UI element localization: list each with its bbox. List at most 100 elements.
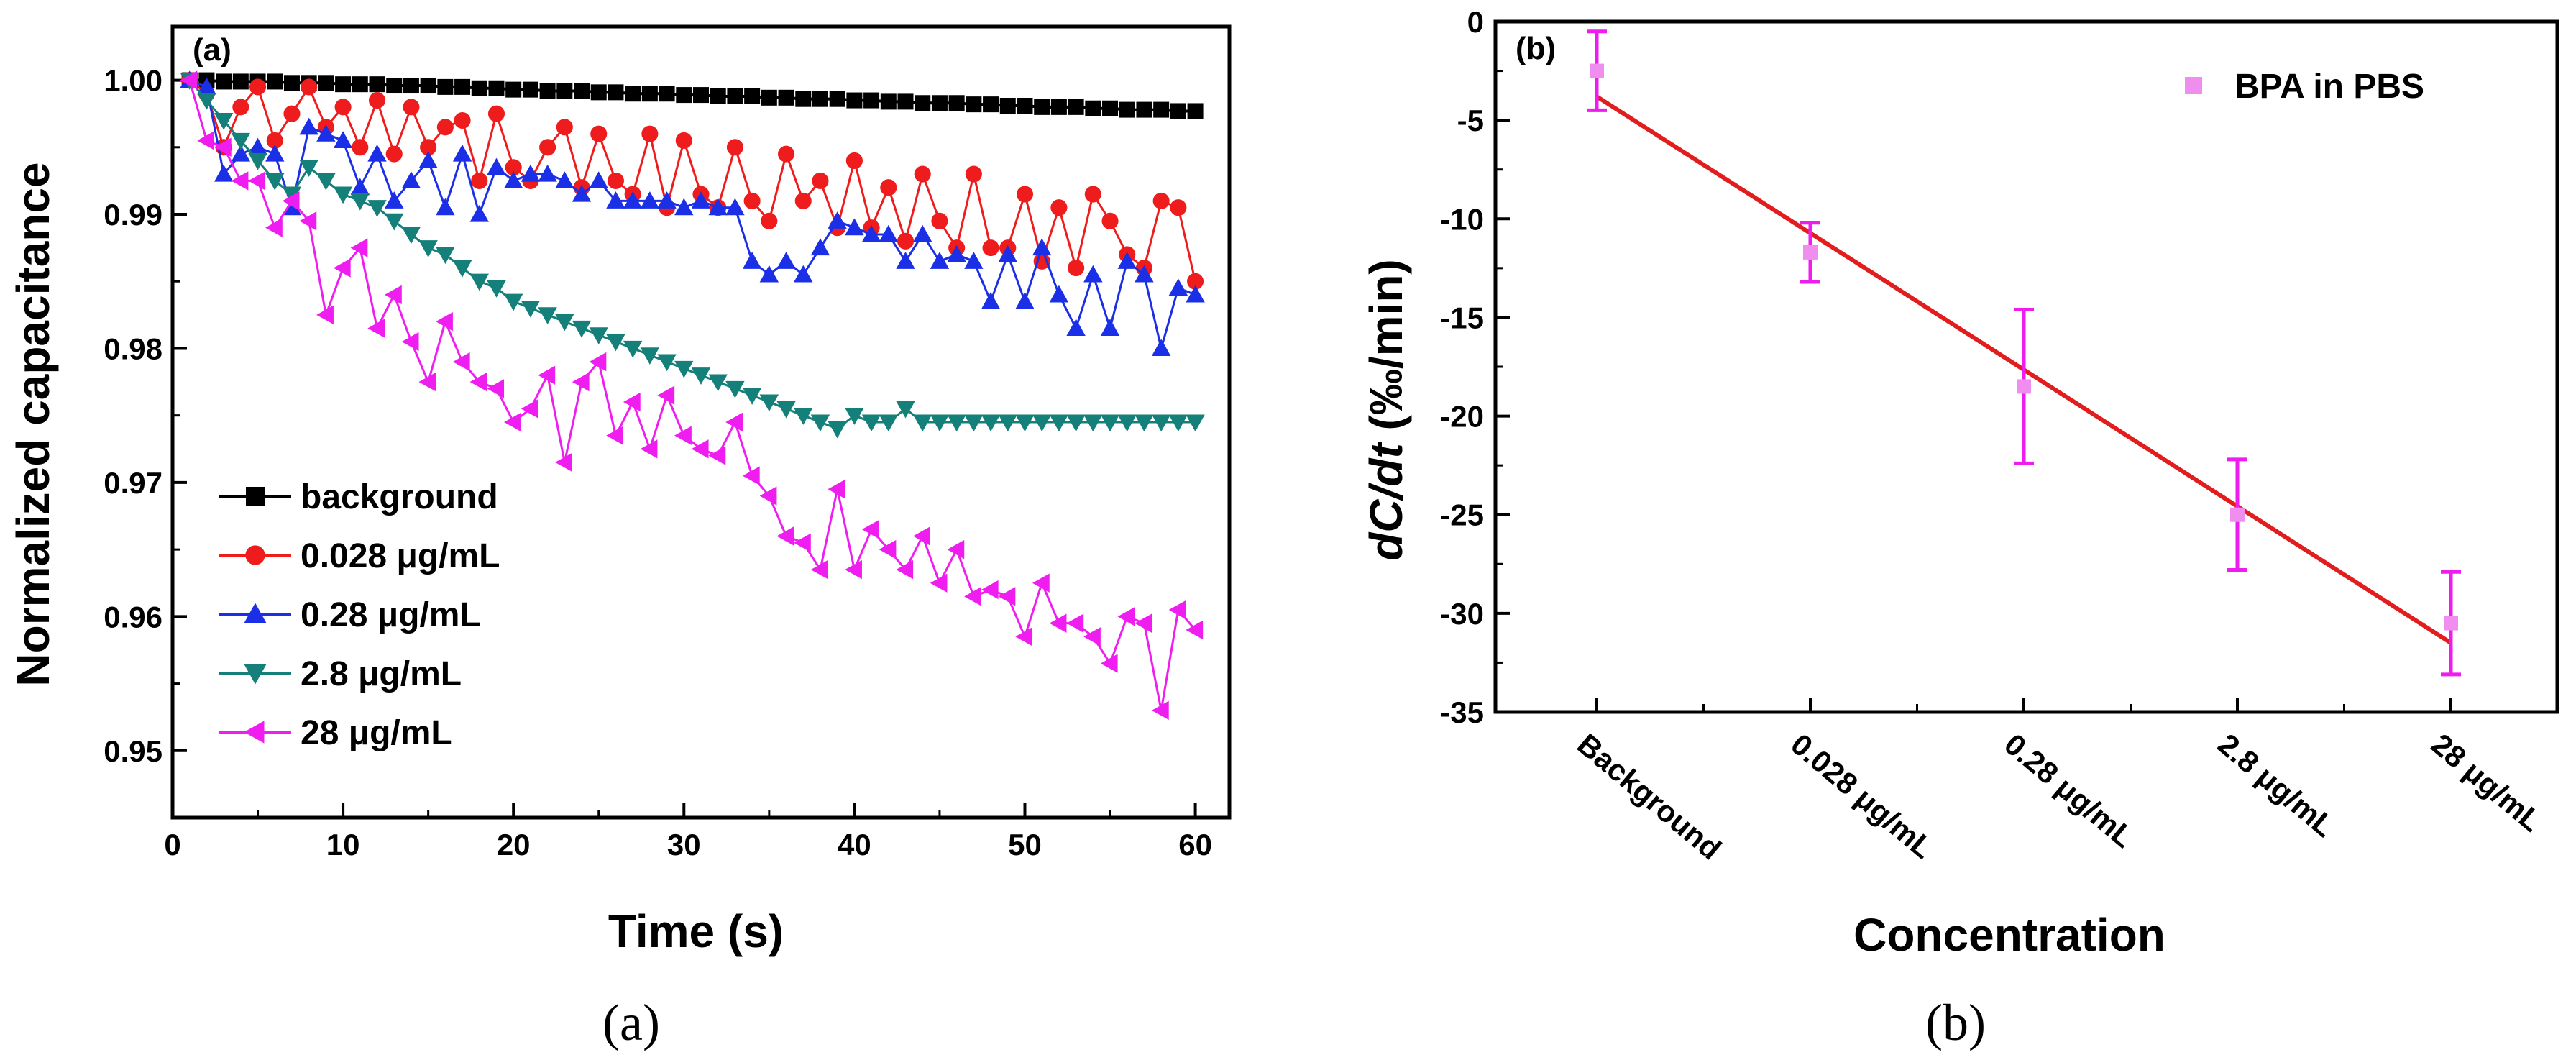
panel-a-data-point xyxy=(725,412,743,432)
panel-a-data-point xyxy=(846,92,863,109)
panel-a-data-point xyxy=(572,184,592,202)
panel-a-data-point xyxy=(539,139,556,156)
panel-a-data-point xyxy=(845,152,863,169)
panel-a-data-point xyxy=(981,580,999,600)
panel-a-data-point xyxy=(522,81,538,98)
panel-a-data-point xyxy=(437,78,454,95)
panel-a-data-point xyxy=(640,347,660,365)
panel-a-data-point xyxy=(964,252,984,269)
panel-a-y-tick-label: 0.99 xyxy=(104,198,162,232)
panel-a-data-point xyxy=(1049,613,1067,633)
panel-a-data-point xyxy=(829,91,845,107)
panel-a-data-point xyxy=(589,171,608,188)
panel-b-data-point xyxy=(2230,507,2245,522)
panel-a-data-point xyxy=(1117,252,1137,269)
panel-a-data-point xyxy=(1152,192,1170,209)
panel-a-data-point xyxy=(385,145,403,163)
panel-a-data-point xyxy=(1186,285,1205,303)
panel-a-data-point xyxy=(623,191,643,209)
panel-a-data-point xyxy=(1083,627,1101,646)
panel-a-legend-label: background xyxy=(301,478,498,516)
panel-a-data-point xyxy=(214,112,234,130)
panel-a-data-point xyxy=(1050,99,1067,115)
panel-a-data-point xyxy=(930,414,950,432)
panel-a-data-point xyxy=(625,86,641,102)
panel-a-data-point xyxy=(589,327,608,345)
panel-b-y-ticks: 0 -5 -10 -15 -20 -25 -30 -35 xyxy=(1440,5,1510,729)
panel-a-data-point xyxy=(675,132,692,150)
panel-a-data-point xyxy=(1168,278,1188,296)
panel-a-data-point xyxy=(367,200,387,217)
panel-b-legend-label: BPA in PBS xyxy=(2234,68,2424,106)
panel-a-data-point xyxy=(469,273,489,291)
panel-a-data-point xyxy=(299,211,317,231)
panel-a-data-point xyxy=(691,191,711,209)
panel-a-data-point xyxy=(657,191,677,209)
panel-a-data-point xyxy=(401,227,421,245)
panel-a-data-point xyxy=(1119,101,1135,118)
panel-a-y-tick-label: 1.00 xyxy=(104,64,162,98)
panel-a-data-point xyxy=(231,132,251,150)
panel-b-y-axis-title-unit: (‰/min) xyxy=(1360,259,1412,443)
panel-a-data-point xyxy=(385,191,404,209)
panel-a-data-point xyxy=(1135,613,1152,633)
panel-a-data-point xyxy=(691,439,709,459)
panel-a-series-0 xyxy=(181,72,1204,119)
panel-a-data-point xyxy=(1100,654,1118,673)
panel-b-x-tick-label: 0.28 μg/mL xyxy=(1998,727,2140,854)
panel-a-legend-label: 28 μg/mL xyxy=(301,714,452,752)
panel-a-data-point xyxy=(913,526,930,546)
panel-a-data-point xyxy=(1135,414,1154,432)
panel-a-data-point xyxy=(676,87,692,104)
panel-a-data-point xyxy=(931,95,948,111)
panel-a-data-point xyxy=(966,96,982,113)
panel-a-data-point xyxy=(403,78,419,94)
panel-a-data-point xyxy=(845,408,864,425)
panel-a-data-point xyxy=(879,414,899,432)
panel-a-data-point xyxy=(1170,199,1187,216)
panel-a-x-tick-label: 30 xyxy=(667,828,701,862)
panel-a-data-point xyxy=(1083,414,1103,432)
panel-a-series-2 xyxy=(180,70,1205,357)
panel-a-data-point xyxy=(708,446,726,465)
panel-a-data-point xyxy=(216,73,232,90)
panel-a-data-point xyxy=(640,439,658,459)
panel-a-legend-label: 0.028 μg/mL xyxy=(301,537,500,575)
panel-a-data-point xyxy=(913,414,932,432)
panel-a-data-point xyxy=(283,75,300,91)
panel-a-data-point xyxy=(606,426,624,445)
panel-a: Normalized capacitance 0.950.960.970.980… xyxy=(7,24,1232,1051)
panel-a-data-point xyxy=(267,73,283,90)
panel-a-data-point xyxy=(623,392,641,412)
panel-a-data-point xyxy=(488,80,505,96)
panel-a-x-tick-label: 20 xyxy=(497,828,531,862)
panel-a-data-point xyxy=(708,374,728,392)
panel-a-data-point xyxy=(725,198,745,216)
panel-a-data-point xyxy=(333,258,351,278)
panel-a-data-point xyxy=(469,204,489,222)
panel-a-data-point xyxy=(454,111,471,129)
panel-a-data-point xyxy=(248,171,266,191)
panel-a-data-point xyxy=(743,192,761,209)
panel-a-data-point xyxy=(998,414,1017,432)
panel-a-data-point xyxy=(1066,613,1084,633)
panel-a-data-point xyxy=(301,78,318,96)
panel-a-data-point xyxy=(386,78,403,94)
panel-a-data-point xyxy=(265,173,285,191)
panel-b-y-tick-label: -30 xyxy=(1440,597,1484,631)
panel-a-data-point xyxy=(828,211,847,229)
panel-a-data-point xyxy=(1049,285,1069,303)
panel-a-data-point xyxy=(1117,414,1137,432)
panel-a-legend-marker xyxy=(244,721,265,744)
panel-a-data-point xyxy=(572,372,590,392)
panel-a-data-point xyxy=(861,414,881,432)
panel-a-data-point xyxy=(845,559,862,580)
panel-a-data-point xyxy=(759,265,779,283)
panel-a-data-point xyxy=(691,367,711,385)
panel-a-x-ticks: 0 10 20 30 40 50 60 xyxy=(164,803,1212,862)
panel-a-data-point xyxy=(538,365,556,385)
panel-a-data-point xyxy=(436,119,454,136)
panel-a-data-point xyxy=(897,232,915,250)
panel-a-data-point xyxy=(1168,414,1188,432)
panel-a-data-point xyxy=(930,252,950,269)
